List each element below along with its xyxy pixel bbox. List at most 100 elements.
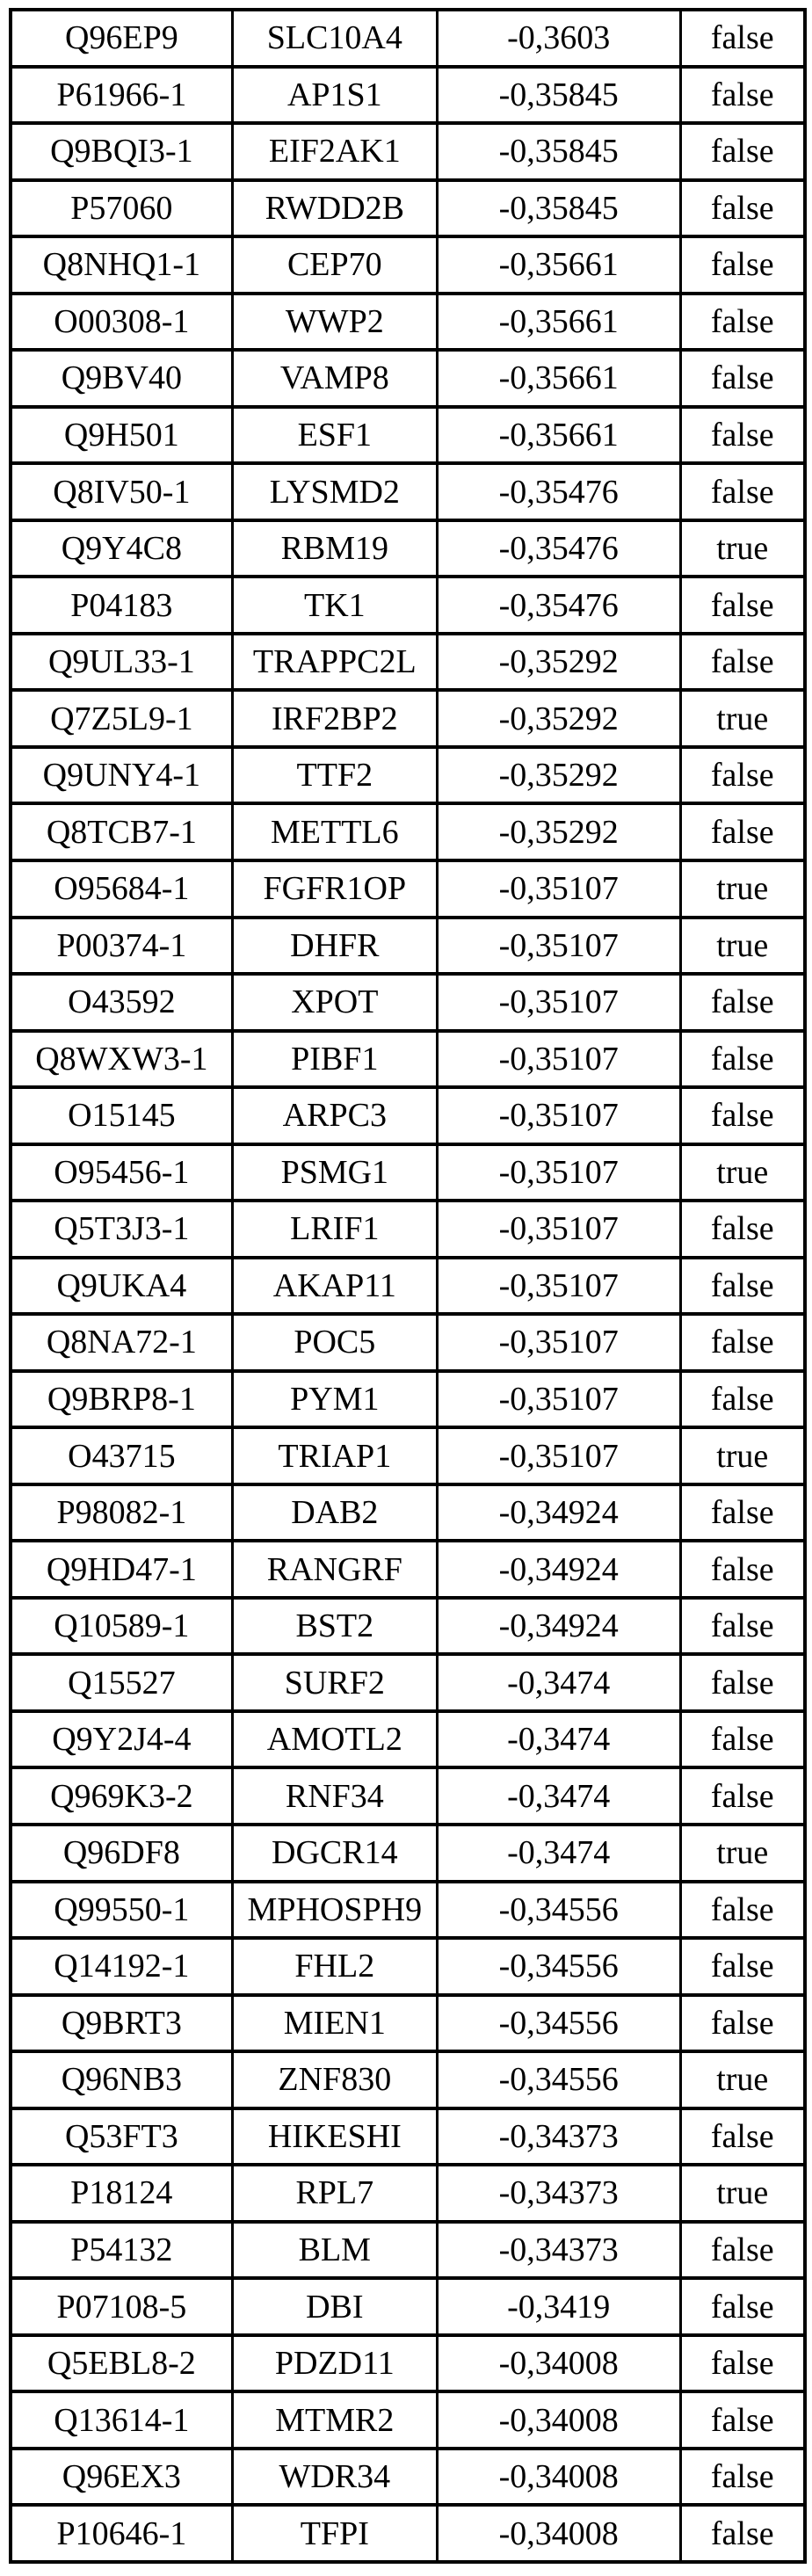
score-cell: -0,35107 [435,1085,682,1146]
table-row: Q8NHQ1-1 CEP70 -0,35661 false [9,235,807,295]
table-row: P07108-5 DBI -0,3419 false [9,2276,807,2337]
flag-cell: false [678,8,807,69]
score-cell: -0,35292 [435,631,682,693]
score-cell: -0,35476 [435,518,682,579]
table-row: P57060 RWDD2B -0,35845 false [9,178,807,239]
gene-symbol-cell: TRAPPC2L [230,631,439,693]
accession-cell: Q9HD47-1 [9,1539,234,1600]
table-row: O00308-1 WWP2 -0,35661 false [9,291,807,352]
gene-symbol-cell: TFPI [230,2503,439,2564]
accession-cell: Q9UNY4-1 [9,744,234,806]
table-row: Q9UKA4 AKAP11 -0,35107 false [9,1255,807,1317]
accession-cell: Q14192-1 [9,1936,234,1997]
gene-symbol-cell: RNF34 [230,1766,439,1826]
score-cell: -0,34924 [435,1595,682,1657]
score-cell: -0,35107 [435,858,682,919]
table-row: P61966-1 AP1S1 -0,35845 false [9,64,807,126]
score-cell: -0,35107 [435,1255,682,1317]
table-row: O95684-1 FGFR1OP -0,35107 true [9,858,807,919]
flag-cell: false [678,2333,807,2394]
table-row: Q96EP9 SLC10A4 -0,3603 false [9,8,807,69]
gene-symbol-cell: XPOT [230,972,439,1033]
table-row: Q5EBL8-2 PDZD11 -0,34008 false [9,2333,807,2394]
flag-cell: false [678,1652,807,1713]
gene-symbol-cell: POC5 [230,1312,439,1373]
gene-symbol-cell: RBM19 [230,518,439,579]
gene-symbol-cell: FHL2 [230,1936,439,1997]
score-cell: -0,3603 [435,8,682,69]
flag-cell: false [678,291,807,352]
gene-symbol-cell: WWP2 [230,291,439,352]
table-row: Q15527 SURF2 -0,3474 false [9,1652,807,1713]
accession-cell: O43592 [9,972,234,1033]
score-cell: -0,34373 [435,2219,682,2281]
accession-cell: Q9UKA4 [9,1255,234,1317]
accession-cell: P18124 [9,2163,234,2224]
flag-cell: true [678,1426,807,1486]
table-row: Q10589-1 BST2 -0,34924 false [9,1595,807,1657]
table-row: Q13614-1 MTMR2 -0,34008 false [9,2390,807,2450]
gene-symbol-cell: RWDD2B [230,178,439,239]
table-row: Q96EX3 WDR34 -0,34008 false [9,2446,807,2507]
score-cell: -0,35107 [435,1426,682,1486]
score-cell: -0,35845 [435,178,682,239]
score-cell: -0,35107 [435,1368,682,1430]
flag-cell: false [678,972,807,1033]
table-row: Q9BV40 VAMP8 -0,35661 false [9,348,807,409]
accession-cell: O15145 [9,1085,234,1146]
flag-cell: false [678,235,807,295]
flag-cell: true [678,1823,807,1883]
table-row: Q9HD47-1 RANGRF -0,34924 false [9,1539,807,1600]
accession-cell: Q15527 [9,1652,234,1713]
flag-cell: false [678,461,807,522]
accession-cell: P07108-5 [9,2276,234,2337]
flag-cell: true [678,518,807,579]
flag-cell: false [678,178,807,239]
gene-symbol-cell: FGFR1OP [230,858,439,919]
accession-cell: P04183 [9,575,234,635]
accession-cell: Q8NA72-1 [9,1312,234,1373]
accession-cell: O95684-1 [9,858,234,919]
gene-symbol-cell: LRIF1 [230,1199,439,1259]
accession-cell: Q5T3J3-1 [9,1199,234,1259]
score-cell: -0,35661 [435,348,682,409]
gene-symbol-cell: IRF2BP2 [230,688,439,749]
accession-cell: Q96EP9 [9,8,234,69]
gene-symbol-cell: MTMR2 [230,2390,439,2450]
score-cell: -0,3419 [435,2276,682,2337]
gene-symbol-cell: BST2 [230,1595,439,1657]
flag-cell: false [678,1199,807,1259]
gene-symbol-cell: EIF2AK1 [230,121,439,182]
table-row: O43592 XPOT -0,35107 false [9,972,807,1033]
accession-cell: Q8NHQ1-1 [9,235,234,295]
accession-cell: Q13614-1 [9,2390,234,2450]
score-cell: -0,35107 [435,1142,682,1203]
score-cell: -0,35107 [435,1028,682,1090]
gene-symbol-cell: AMOTL2 [230,1709,439,1770]
gene-symbol-cell: PDZD11 [230,2333,439,2394]
accession-cell: O00308-1 [9,291,234,352]
table-row: P00374-1 DHFR -0,35107 true [9,915,807,976]
flag-cell: false [678,1085,807,1146]
table-row: Q96NB3 ZNF830 -0,34556 true [9,2050,807,2110]
score-cell: -0,35661 [435,404,682,466]
gene-symbol-cell: PSMG1 [230,1142,439,1203]
gene-symbol-cell: METTL6 [230,802,439,862]
table-row: Q8TCB7-1 METTL6 -0,35292 false [9,802,807,862]
flag-cell: false [678,1312,807,1373]
flag-cell: false [678,64,807,126]
table-row: Q9BRP8-1 PYM1 -0,35107 false [9,1368,807,1430]
gene-symbol-cell: PYM1 [230,1368,439,1430]
score-cell: -0,35476 [435,461,682,522]
accession-cell: Q8WXW3-1 [9,1028,234,1090]
score-cell: -0,34556 [435,2050,682,2110]
gene-symbol-cell: RANGRF [230,1539,439,1600]
accession-cell: O95456-1 [9,1142,234,1203]
flag-cell: false [678,404,807,466]
flag-cell: false [678,121,807,182]
accession-cell: O43715 [9,1426,234,1486]
gene-symbol-cell: DGCR14 [230,1823,439,1883]
accession-cell: Q96DF8 [9,1823,234,1883]
table-row: Q9BRT3 MIEN1 -0,34556 false [9,1992,807,2054]
gene-symbol-cell: AKAP11 [230,1255,439,1317]
